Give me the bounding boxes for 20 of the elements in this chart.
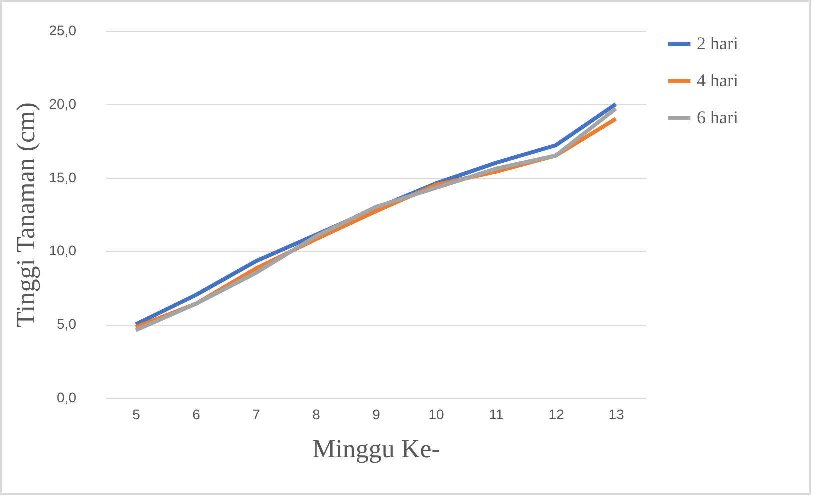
legend-label: 4 hari (697, 70, 738, 90)
x-tick-label: 10 (428, 406, 444, 422)
y-axis-title: Tinggi Tanaman (cm) (11, 102, 40, 328)
x-tick-label: 6 (192, 406, 201, 422)
legend-label: 2 hari (697, 34, 738, 54)
x-tick-label: 13 (608, 406, 624, 422)
x-axis-title: Minggu Ke- (312, 434, 440, 464)
x-tick-label: 9 (372, 406, 381, 422)
y-tick-label: 15,0 (49, 169, 77, 186)
x-tick-label: 11 (489, 406, 504, 422)
y-tick-label: 25,0 (49, 22, 77, 38)
x-tick-label: 12 (548, 406, 564, 422)
y-tick-label: 0,0 (57, 390, 77, 406)
legend-label: 6 hari (697, 108, 738, 128)
y-tick-label: 10,0 (49, 242, 77, 259)
y-tick-label: 20,0 (49, 96, 77, 112)
x-tick-label: 7 (252, 406, 261, 422)
x-tick-label: 8 (312, 406, 321, 422)
x-tick-label: 5 (132, 406, 141, 422)
y-tick-label: 5,0 (57, 316, 77, 332)
